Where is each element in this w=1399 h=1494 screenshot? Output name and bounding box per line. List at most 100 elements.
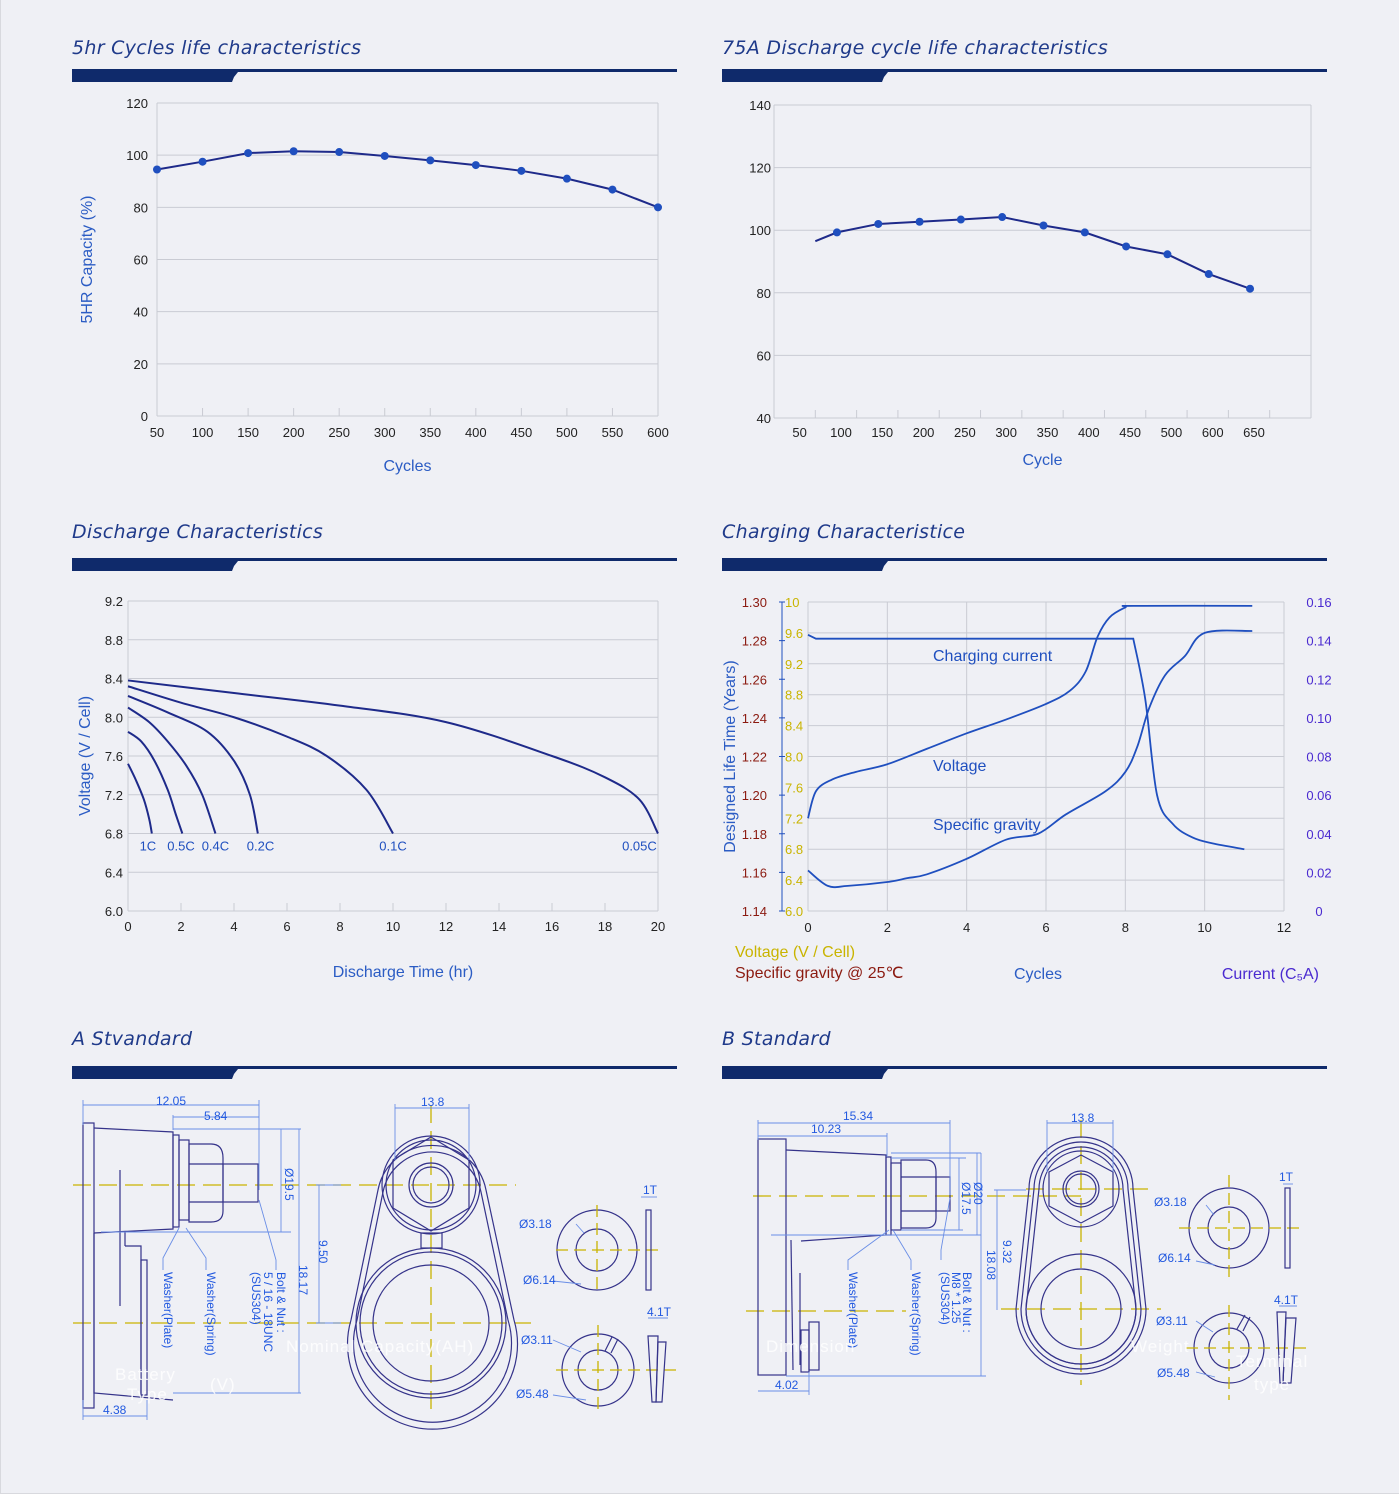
x-tick-label: 450: [1119, 425, 1141, 440]
x-tick-label: 2: [177, 919, 184, 934]
panel-title: B Standard: [722, 1028, 831, 1050]
voltage-tick-label: 9.2: [785, 657, 803, 672]
y-tick-label: 8.8: [105, 633, 123, 648]
x-tick-label: 150: [871, 425, 893, 440]
current-axis-label: Current (C₅A): [1222, 966, 1319, 983]
data-point: [1204, 270, 1213, 279]
data-point: [153, 165, 161, 174]
y-tick-label: 6.8: [105, 827, 123, 842]
data-point: [832, 228, 841, 237]
ghost-label: Nominal Capacity(AH): [286, 1337, 474, 1356]
data-point: [471, 161, 480, 170]
dim-label: 4.38: [103, 1403, 127, 1417]
x-axis-label: Discharge Time (hr): [333, 964, 473, 981]
chart-discharge: 6.0 6.4 6.8 7.2 7.6 8.0 8.4 8.8 9.2 0 2 4 6 8 10 12 14 16…: [77, 594, 665, 981]
series-line-75a: [814, 216, 1251, 290]
x-tick-label: 8: [1122, 920, 1129, 935]
data-point: [998, 213, 1007, 222]
current-tick-label: 0.14: [1306, 634, 1331, 649]
voltage-tick-label: 8.4: [785, 719, 803, 734]
x-tick-label: 150: [237, 425, 259, 440]
data-point: [915, 217, 924, 226]
curve-label: 0.1C: [379, 839, 406, 854]
dim-label: Ø20: [971, 1182, 985, 1205]
y-tick-label: 9.2: [105, 594, 123, 609]
x-tick-label: 20: [651, 919, 665, 934]
title-underline-bar: [722, 558, 1327, 571]
callout-washer-spring: Washer(Spring): [204, 1272, 218, 1356]
panel-75a-cycle: 75A Discharge cycle life characteristics: [722, 37, 1327, 82]
voltage-tick-label: 7.6: [785, 780, 803, 795]
x-tick-label: 400: [1078, 425, 1100, 440]
x-tick-label: 0: [124, 919, 131, 934]
data-point: [874, 219, 883, 228]
dim-label: 1T: [643, 1183, 658, 1197]
y-tick-label: 0: [141, 409, 148, 424]
curve-label: 0.05C: [622, 839, 657, 854]
data-point: [1246, 284, 1255, 293]
dim-label: 15.34: [843, 1109, 873, 1123]
callout-material: (SUS304): [938, 1272, 952, 1325]
x-tick-label: 200: [913, 425, 935, 440]
gravity-tick-label: 1.20: [742, 788, 767, 803]
gravity-tick-label: 1.24: [742, 711, 767, 726]
voltage-tick-label: 7.2: [785, 811, 803, 826]
panel-discharge: Discharge Characteristics: [72, 521, 677, 571]
current-tick-label: 0.16: [1306, 595, 1331, 610]
voltage-tick-label: 6.0: [785, 904, 803, 919]
dim-label: 18.17: [296, 1265, 310, 1295]
x-tick-label: 16: [545, 919, 559, 934]
x-tick-label: 650: [1243, 425, 1265, 440]
dim-label: Ø3.11: [1156, 1314, 1188, 1328]
chart-5hr-cycle-life: 0 20 40 60 80 100 120 50 100 150 200 250 300 350 400 45…: [79, 96, 669, 475]
data-point: [380, 151, 389, 160]
panel-title: 5hr Cycles life characteristics: [72, 37, 362, 59]
x-tick-label: 600: [1202, 425, 1224, 440]
curve-label: 1C: [140, 839, 157, 854]
dimension-lines: [757, 1120, 1026, 1395]
discharge-curve-0.4C: [127, 706, 217, 834]
panel-title: A Stvandard: [72, 1028, 193, 1050]
ghost-label: Terminal: [1236, 1352, 1308, 1371]
gravity-tick-label: 1.30: [742, 595, 767, 610]
gravity-tick-label: 1.14: [742, 904, 767, 919]
title-underline-bar: [72, 1066, 677, 1079]
gravity-tick-label: 1.18: [742, 827, 767, 842]
x-tick-label: 100: [192, 425, 214, 440]
data-point: [654, 203, 662, 212]
current-tick-label: 0: [1315, 904, 1322, 919]
dim-label: Ø3.18: [519, 1217, 552, 1231]
y-tick-label: 100: [126, 148, 148, 163]
y-tick-label: 6.0: [105, 904, 123, 919]
callout-washer-plate: Washer(Plate): [846, 1272, 860, 1348]
dim-label: Ø5.48: [1157, 1366, 1190, 1380]
curve-label: 0.2C: [247, 839, 274, 854]
y-tick-label: 100: [749, 223, 771, 238]
ghost-label: Battery: [115, 1365, 176, 1384]
current-tick-label: 0.10: [1306, 711, 1331, 726]
panel-5hr-cycle: 5hr Cycles life characteristics: [72, 37, 677, 82]
y-tick-label: 140: [749, 98, 771, 113]
panel-title: 75A Discharge cycle life characteristics: [722, 37, 1109, 59]
discharge-curve-1C: [127, 763, 153, 834]
voltage-tick-label: 6.4: [785, 873, 803, 888]
dim-label: Ø6.14: [523, 1273, 556, 1287]
y-tick-label: 6.4: [105, 865, 123, 880]
x-tick-label: 400: [465, 425, 487, 440]
x-axis-label: Cycle: [1022, 452, 1062, 469]
callout-material: (SUS304): [249, 1272, 263, 1325]
discharge-curve-0.2C: [127, 695, 259, 834]
callout-bolt-spec: 5 / 16 - 18UNC: [261, 1272, 275, 1352]
x-tick-label: 100: [830, 425, 852, 440]
curve-label: 0.4C: [202, 839, 229, 854]
title-underline-bar: [72, 558, 677, 571]
x-tick-label: 6: [1042, 920, 1049, 935]
panel-b-standard: B Standard: [722, 1028, 1327, 1079]
y-tick-label: 80: [134, 200, 148, 215]
dim-label: 9.50: [316, 1240, 330, 1264]
x-tick-label: 14: [492, 919, 506, 934]
voltage-tick-label: 8.8: [785, 688, 803, 703]
panel-title: Charging Characteristice: [722, 521, 966, 543]
dim-label: 13.8: [1071, 1111, 1095, 1125]
callout-washer-spring: Washer(Spring): [909, 1272, 923, 1356]
